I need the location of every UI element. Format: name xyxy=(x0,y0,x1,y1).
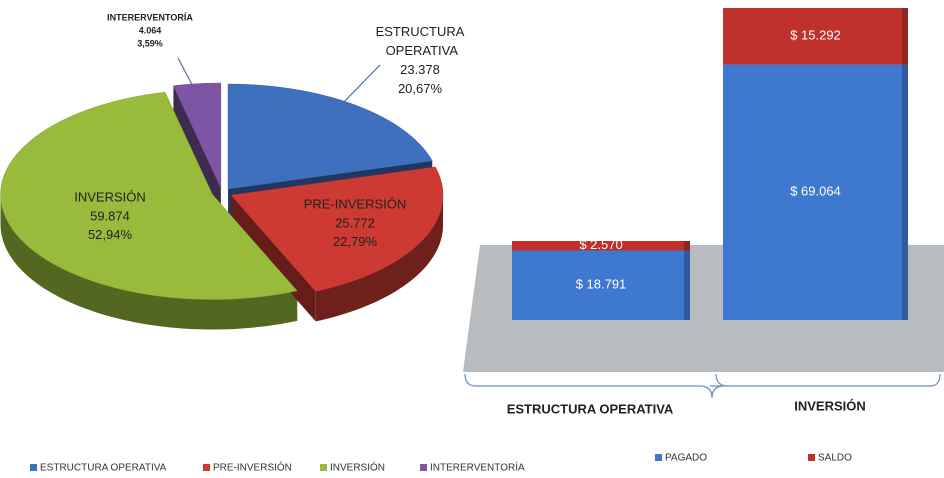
bar-edge xyxy=(684,240,690,251)
slice-percent: 52,94% xyxy=(88,227,133,242)
bar-segment xyxy=(512,250,690,320)
slice-percent: 22,79% xyxy=(333,234,378,249)
slice-value: 4.064 xyxy=(139,25,162,35)
x-category-label: INVERSIÓN xyxy=(794,398,866,413)
bracket xyxy=(464,373,725,399)
pie-side xyxy=(0,194,298,330)
legend-label: SALDO xyxy=(818,453,852,464)
slice-value: 59.874 xyxy=(90,208,130,223)
bar-value-label: $ 15.292 xyxy=(790,28,841,43)
pie-slice xyxy=(230,166,444,292)
legend-swatch xyxy=(30,464,37,471)
bar-segment xyxy=(723,64,908,321)
slice-label: INVERSIÓN xyxy=(74,189,146,204)
pie-side xyxy=(315,195,444,322)
slice-label: INTERERVENTORÍA xyxy=(107,12,193,22)
x-category-label: ESTRUCTURA OPERATIVA xyxy=(507,401,674,416)
bar-value-label: $ 69.064 xyxy=(790,184,841,199)
slice-label: ESTRUCTURA OPERATIVA xyxy=(376,24,465,58)
legend-swatch xyxy=(808,454,815,461)
legend-swatch xyxy=(655,454,662,461)
legend-label: INTERERVENTORÍA xyxy=(430,461,525,474)
slice-label: PRE-INVERSIÓN xyxy=(304,196,407,211)
bracket xyxy=(715,373,941,387)
slice-percent: 20,67% xyxy=(398,81,443,96)
bar-edge xyxy=(902,8,908,65)
bar-edge xyxy=(684,250,690,320)
legend-label: PAGADO xyxy=(665,453,707,464)
legend-label: ESTRUCTURA OPERATIVA xyxy=(40,463,167,474)
pie-slice xyxy=(0,91,298,300)
legend-swatch xyxy=(320,464,327,471)
bar-segment xyxy=(723,8,908,65)
slice-value: 23.378 xyxy=(400,62,440,77)
pie-slice xyxy=(227,83,433,190)
legend-label: INVERSIÓN xyxy=(330,461,385,474)
bar-edge xyxy=(902,64,908,321)
leader-line xyxy=(339,64,381,107)
slice-value: 25.772 xyxy=(335,215,375,230)
slice-label-line: OPERATIVA xyxy=(382,43,458,58)
slice-percent: 3,59% xyxy=(137,38,163,48)
pie-slice xyxy=(173,82,222,189)
pie-side xyxy=(173,85,221,219)
legend-swatch xyxy=(420,464,427,471)
bar-value-label: $ 2.570 xyxy=(579,237,622,252)
legend-label: PRE-INVERSIÓN xyxy=(213,461,292,474)
bar-value-label: $ 18.791 xyxy=(576,277,627,292)
legend-swatch xyxy=(203,464,210,471)
slice-label-line: ESTRUCTURA xyxy=(376,24,465,39)
bar-segment xyxy=(512,240,690,251)
